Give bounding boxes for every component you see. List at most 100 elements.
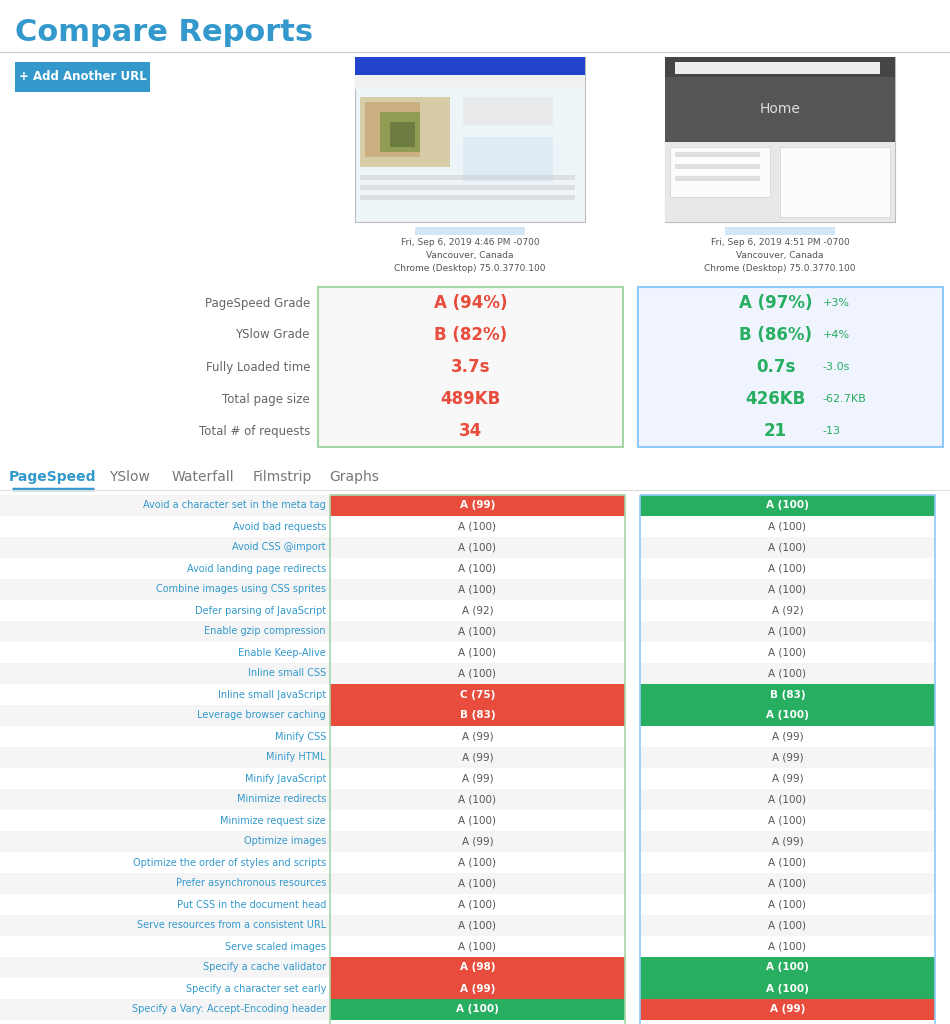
Text: Specify a Vary: Accept-Encoding header: Specify a Vary: Accept-Encoding header (132, 1005, 326, 1015)
Text: Vancouver, Canada: Vancouver, Canada (736, 251, 824, 260)
Bar (640, 746, 935, 768)
Bar (330, 790, 625, 810)
Bar (330, 558, 625, 579)
Text: A (100): A (100) (769, 647, 807, 657)
Bar (675, 62, 880, 74)
Text: A (99): A (99) (771, 753, 804, 763)
Bar (330, 915, 625, 936)
Bar (665, 57, 895, 77)
Text: A (100): A (100) (769, 921, 807, 931)
Text: A (100): A (100) (769, 899, 807, 909)
Text: A (100): A (100) (769, 627, 807, 637)
Text: Optimize images: Optimize images (243, 837, 326, 847)
Text: A (100): A (100) (459, 795, 497, 805)
Bar (640, 705, 935, 726)
Text: A (99): A (99) (460, 501, 495, 511)
Text: Put CSS in the document head: Put CSS in the document head (177, 899, 326, 909)
Bar (0, 873, 330, 894)
Bar (0, 915, 330, 936)
Bar (330, 663, 625, 684)
Text: 0.7s: 0.7s (756, 358, 795, 376)
Bar (640, 790, 935, 810)
Text: Specify a cache validator: Specify a cache validator (203, 963, 326, 973)
Bar (330, 600, 625, 621)
Bar (640, 936, 935, 957)
Bar (640, 978, 935, 999)
Text: A (94%): A (94%) (434, 294, 507, 312)
Text: A (99): A (99) (462, 753, 493, 763)
Text: Avoid bad requests: Avoid bad requests (233, 521, 326, 531)
Bar (330, 516, 625, 537)
Bar (665, 77, 895, 142)
Text: A (100): A (100) (459, 921, 497, 931)
Bar (360, 97, 450, 167)
Bar (0, 768, 330, 790)
Bar (330, 852, 625, 873)
Text: A (99): A (99) (462, 837, 493, 847)
Text: Serve resources from a consistent URL: Serve resources from a consistent URL (137, 921, 326, 931)
Bar (330, 894, 625, 915)
Text: -3.0s: -3.0s (823, 362, 850, 372)
Bar (330, 1020, 625, 1024)
Bar (640, 537, 935, 558)
Bar (640, 495, 935, 516)
Bar (0, 726, 330, 746)
Text: B (82%): B (82%) (434, 326, 507, 344)
Text: A (100): A (100) (769, 521, 807, 531)
Text: A (100): A (100) (769, 795, 807, 805)
Bar (638, 287, 943, 447)
Text: A (100): A (100) (459, 647, 497, 657)
Bar (0, 558, 330, 579)
Bar (380, 112, 420, 152)
Text: A (100): A (100) (459, 941, 497, 951)
Bar (0, 957, 330, 978)
Text: B (86%): B (86%) (739, 326, 812, 344)
Text: A (100): A (100) (459, 563, 497, 573)
Text: Fri, Sep 6, 2019 4:46 PM -0700: Fri, Sep 6, 2019 4:46 PM -0700 (401, 238, 540, 247)
Text: Waterfall: Waterfall (171, 470, 234, 484)
Bar (0, 894, 330, 915)
Text: Prefer asynchronous resources: Prefer asynchronous resources (176, 879, 326, 889)
Text: Home: Home (760, 102, 801, 116)
Text: Avoid landing page redirects: Avoid landing page redirects (187, 563, 326, 573)
Bar (0, 684, 330, 705)
Bar (330, 642, 625, 663)
Bar (0, 705, 330, 726)
Bar (463, 137, 553, 182)
Text: Inline small JavaScript: Inline small JavaScript (218, 689, 326, 699)
Text: Compare Reports: Compare Reports (15, 18, 314, 47)
Text: +3%: +3% (823, 298, 849, 308)
Text: Enable Keep-Alive: Enable Keep-Alive (238, 647, 326, 657)
Text: A (100): A (100) (459, 627, 497, 637)
Text: Minify CSS: Minify CSS (275, 731, 326, 741)
Bar (640, 558, 935, 579)
Text: A (99): A (99) (462, 731, 493, 741)
Text: A (100): A (100) (769, 585, 807, 595)
Bar (640, 957, 935, 978)
Text: +4%: +4% (823, 330, 849, 340)
Text: A (100): A (100) (769, 563, 807, 573)
Text: 34: 34 (459, 422, 482, 440)
Bar (355, 57, 585, 222)
Bar (0, 516, 330, 537)
Bar (675, 164, 760, 169)
Bar (330, 621, 625, 642)
Bar (780, 147, 890, 217)
Text: A (100): A (100) (459, 899, 497, 909)
Bar (330, 936, 625, 957)
Bar (15, 62, 150, 92)
Text: A (100): A (100) (459, 521, 497, 531)
Bar (355, 57, 585, 75)
Bar (360, 195, 575, 200)
Bar (365, 102, 420, 157)
Bar (0, 600, 330, 621)
Bar (330, 684, 625, 705)
Bar (640, 516, 935, 537)
Text: Fri, Sep 6, 2019 4:51 PM -0700: Fri, Sep 6, 2019 4:51 PM -0700 (711, 238, 849, 247)
Bar (0, 495, 330, 516)
Bar (0, 810, 330, 831)
Bar (0, 537, 330, 558)
Text: A (100): A (100) (769, 879, 807, 889)
Bar (0, 746, 330, 768)
Text: 21: 21 (764, 422, 787, 440)
